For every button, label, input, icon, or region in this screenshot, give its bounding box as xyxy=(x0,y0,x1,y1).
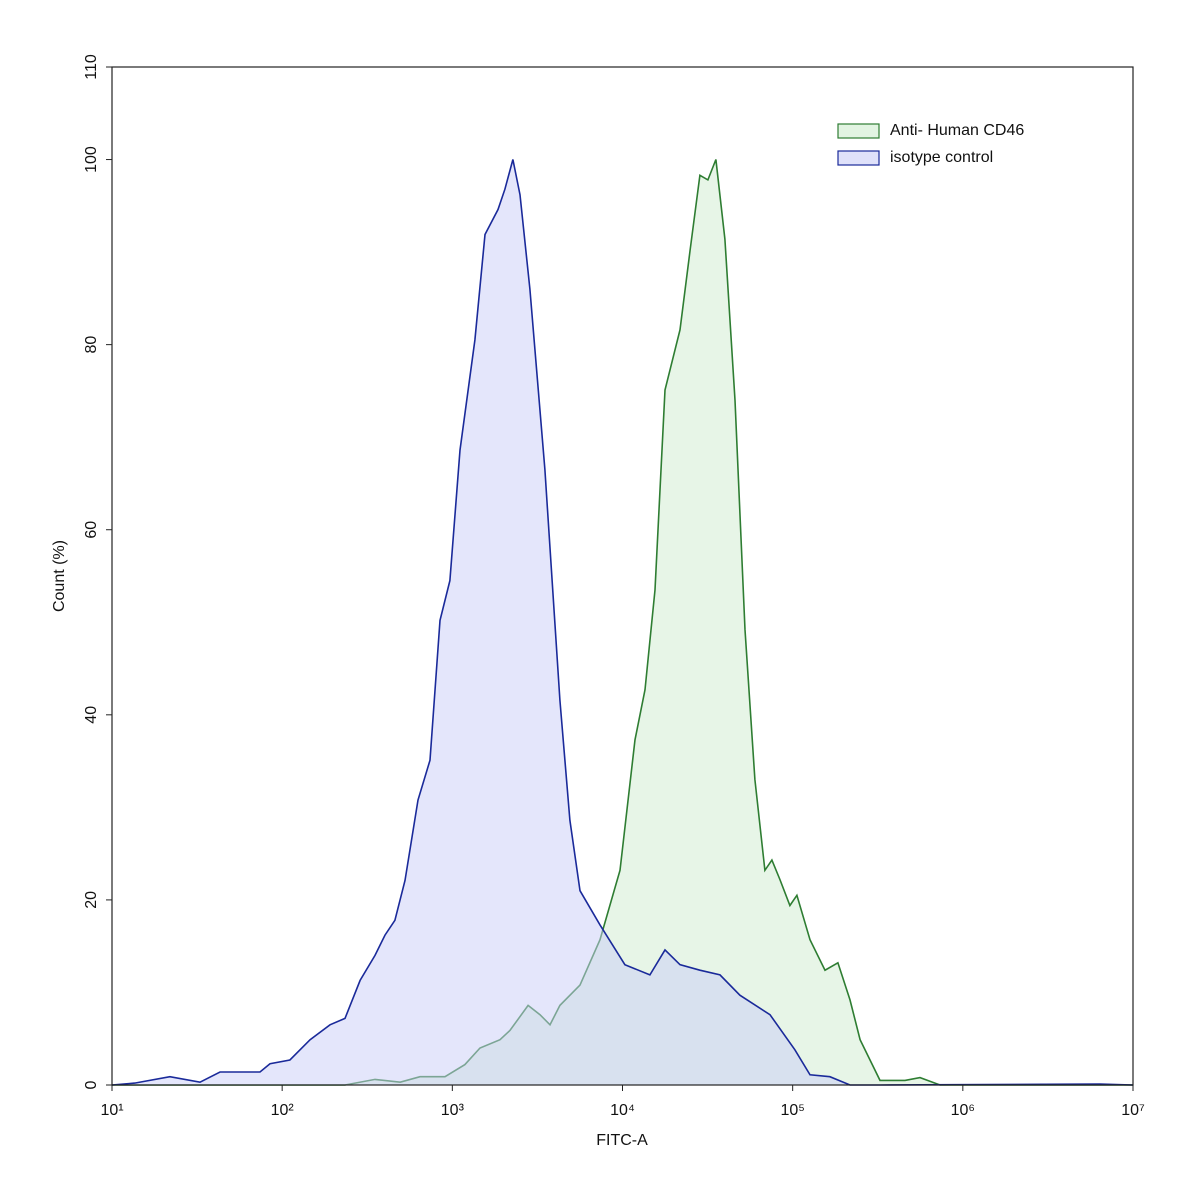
legend-swatch xyxy=(837,123,880,139)
y-axis-label: Count (%) xyxy=(51,540,68,612)
y-tick-label: 110 xyxy=(83,54,100,80)
x-tick-label: 10⁵ xyxy=(780,1102,804,1119)
legend-swatch xyxy=(837,150,880,166)
y-tick-label: 100 xyxy=(83,146,100,173)
y-tick-label: 0 xyxy=(83,1080,100,1089)
legend-label: Anti- Human CD46 xyxy=(890,122,1024,139)
y-tick-label: 20 xyxy=(83,891,100,909)
x-tick-label: 10³ xyxy=(441,1102,465,1119)
x-tick-label: 10⁷ xyxy=(1121,1102,1145,1119)
x-tick-label: 10⁶ xyxy=(951,1102,975,1119)
x-axis-label: FITC-A xyxy=(596,1132,648,1149)
y-tick-label: 60 xyxy=(83,521,100,539)
x-tick-label: 10¹ xyxy=(100,1102,123,1119)
line xyxy=(111,159,1134,1086)
y-tick-label: 80 xyxy=(83,336,100,354)
y-tick-label: 40 xyxy=(83,706,100,724)
x-tick-label: 10² xyxy=(271,1102,295,1119)
legend-label: isotype control xyxy=(890,149,993,166)
area-fill xyxy=(112,159,1133,1085)
x-tick-label: 10⁴ xyxy=(610,1102,635,1119)
